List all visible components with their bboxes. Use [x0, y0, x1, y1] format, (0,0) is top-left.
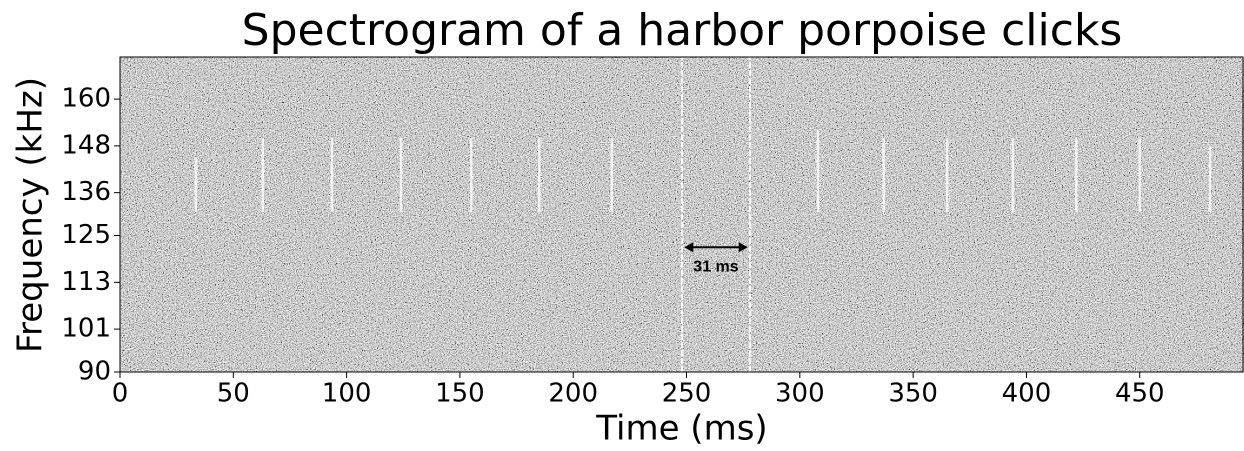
x-tick-label: 200 [548, 379, 598, 409]
x-tick-label: 150 [435, 379, 485, 409]
x-tick-label: 400 [1002, 379, 1052, 409]
y-tick-label: 160 [61, 84, 111, 114]
x-tick-label: 450 [1115, 379, 1165, 409]
x-axis-label: Time (ms) [595, 409, 767, 448]
y-tick-label: 101 [61, 314, 111, 344]
y-tick-label: 148 [61, 130, 111, 160]
x-tick-label: 250 [662, 379, 712, 409]
plot-area [194, 57, 1212, 372]
x-tick-label: 50 [217, 379, 250, 409]
y-tick-label: 125 [61, 220, 111, 250]
x-tick-label: 300 [775, 379, 825, 409]
plot-frame [119, 56, 1244, 373]
annotation-label: 31 ms [693, 258, 738, 275]
chart-title: Spectrogram of a harbor porpoise clicks [242, 5, 1123, 56]
y-axis-label: Frequency (kHz) [11, 77, 51, 353]
y-tick-label: 113 [61, 267, 111, 297]
x-tick-label: 350 [888, 379, 938, 409]
y-tick-label: 90 [78, 357, 111, 387]
x-tick-label: 0 [112, 379, 129, 409]
x-tick-label: 100 [322, 379, 372, 409]
y-tick-label: 136 [61, 177, 111, 207]
